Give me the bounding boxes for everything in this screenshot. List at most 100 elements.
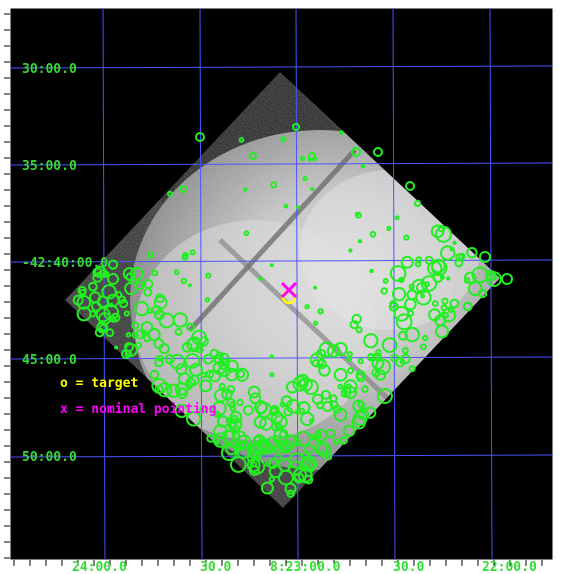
dec-label: -42:40:00.0 — [22, 256, 108, 271]
dec-label: 45:00.0 — [22, 353, 77, 368]
source-circle — [131, 331, 139, 339]
source-circle — [76, 295, 92, 310]
legend-pointing: x = nominal pointing — [60, 402, 217, 417]
source-circle — [424, 255, 434, 265]
source-circle — [213, 354, 225, 365]
source-circle — [406, 289, 418, 301]
source-circle — [310, 187, 315, 191]
source-circle — [189, 249, 196, 256]
source-circle — [268, 476, 275, 483]
source-circle — [352, 410, 368, 426]
source-circle — [431, 300, 439, 307]
legend-target: o = target — [60, 376, 138, 391]
source-circle — [147, 327, 161, 342]
source-circle — [337, 383, 344, 390]
source-circle — [174, 382, 189, 396]
source-circle — [343, 379, 358, 394]
source-circle — [253, 415, 267, 429]
source-circle — [186, 336, 203, 353]
source-circle — [279, 440, 293, 454]
source-circle — [440, 245, 456, 261]
source-circle — [122, 267, 137, 281]
source-circle — [400, 255, 414, 269]
source-circle — [146, 251, 155, 259]
coordinate-grid — [10, 8, 553, 560]
source-circle — [351, 147, 361, 157]
source-circle — [382, 277, 389, 284]
source-circle — [153, 309, 165, 321]
source-circle — [203, 353, 214, 365]
source-circle — [333, 438, 341, 446]
source-circle — [226, 384, 236, 394]
source-circle — [242, 404, 254, 416]
source-circle — [76, 306, 92, 322]
source-circle — [157, 382, 173, 398]
source-circle — [251, 461, 258, 468]
source-circle — [259, 448, 267, 455]
source-circle — [270, 181, 278, 189]
source-circle — [278, 430, 288, 439]
source-circle — [235, 440, 246, 451]
source-circle — [88, 281, 98, 292]
source-circle — [218, 382, 226, 390]
source-circle — [292, 123, 300, 131]
source-circle — [300, 155, 306, 162]
source-circle — [414, 260, 422, 268]
source-circle — [249, 152, 257, 160]
source-circle — [221, 429, 236, 444]
source-circle — [204, 297, 211, 303]
source-circle — [464, 271, 477, 284]
source-circle — [267, 445, 276, 454]
source-circle — [199, 405, 208, 414]
source-circle — [467, 281, 483, 297]
source-circle — [267, 458, 279, 469]
source-circle — [118, 298, 129, 309]
source-circle — [304, 443, 315, 455]
source-circle — [140, 329, 148, 336]
source-circle — [363, 406, 377, 419]
source-circle — [326, 344, 341, 358]
source-circle — [174, 327, 183, 336]
source-circle — [357, 239, 363, 244]
source-circle — [285, 398, 301, 414]
source-circle — [189, 363, 203, 377]
source-circle — [422, 334, 429, 342]
source-circle — [367, 352, 375, 361]
source-circle — [346, 356, 352, 362]
source-circle — [155, 293, 165, 304]
source-circle — [180, 277, 188, 285]
source-circle — [236, 398, 244, 407]
source-circle — [333, 367, 348, 382]
source-circle — [96, 295, 110, 308]
source-circle — [199, 379, 213, 393]
ra-label: 30.0 — [393, 560, 424, 574]
source-circle — [131, 321, 140, 330]
grid-line-ra — [199, 8, 203, 560]
source-circle — [124, 281, 138, 296]
source-circle — [392, 287, 407, 302]
grid-line-dec — [10, 162, 553, 166]
source-circle — [254, 452, 262, 460]
source-circle — [317, 308, 324, 315]
source-circle — [225, 417, 232, 424]
source-circle — [213, 410, 221, 418]
source-circle — [466, 247, 478, 259]
legend: o = target x = nominal pointing — [60, 376, 217, 417]
source-circle — [285, 380, 299, 394]
source-circle — [173, 269, 180, 276]
source-circle — [401, 347, 409, 354]
source-circle — [208, 369, 222, 383]
source-circle — [243, 187, 248, 192]
source-circle — [186, 322, 195, 332]
source-circle — [403, 234, 410, 241]
source-circle — [423, 281, 430, 288]
source-circle — [363, 333, 379, 349]
source-circle — [195, 132, 205, 142]
source-circle — [124, 342, 134, 352]
source-circle — [399, 359, 404, 364]
source-circle — [348, 248, 353, 253]
source-circle — [149, 369, 160, 380]
source-circle — [318, 364, 331, 377]
source-circle — [339, 436, 348, 445]
source-circle — [214, 440, 220, 446]
